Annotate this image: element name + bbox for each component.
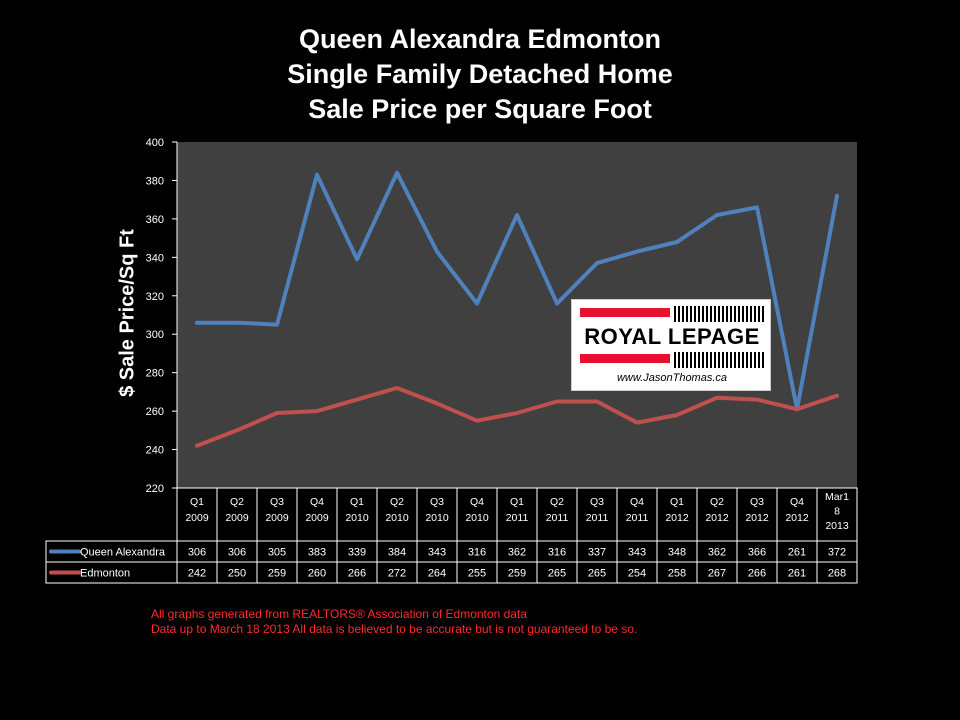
y-tick-label-320: 320 (146, 291, 164, 303)
category-label: 2011 (586, 512, 609, 524)
table-value: 258 (668, 568, 686, 580)
table-value: 266 (748, 568, 766, 580)
table-value: 259 (268, 568, 286, 580)
y-tick-label-220: 220 (146, 483, 164, 495)
table-value: 366 (748, 547, 766, 559)
table-value: 261 (788, 568, 806, 580)
table-value: 337 (588, 547, 606, 559)
logo-stripes-top (674, 306, 764, 322)
table-value: 343 (428, 547, 446, 559)
legend-name-0: Queen Alexandra (80, 547, 166, 559)
table-value: 261 (788, 547, 806, 559)
y-tick-label-360: 360 (146, 214, 164, 226)
category-label: Q2 (230, 496, 244, 508)
category-label: Q1 (510, 496, 524, 508)
table-value: 254 (628, 568, 646, 580)
category-label: 8 (834, 506, 840, 518)
y-tick-label-340: 340 (146, 252, 164, 264)
royal-lepage-logo: ROYAL LEPAGE www.JasonThomas.ca (571, 299, 771, 391)
category-label: 2009 (265, 512, 289, 524)
category-label: Q2 (710, 496, 724, 508)
category-label: Q3 (750, 496, 764, 508)
category-label: 2010 (425, 512, 449, 524)
table-value: 362 (508, 547, 526, 559)
table-value: 372 (828, 547, 846, 559)
category-label: Q1 (670, 496, 684, 508)
legend-name-1: Edmonton (80, 568, 130, 580)
category-label: Q2 (390, 496, 404, 508)
footer-line-2: Data up to March 18 2013 All data is bel… (151, 622, 638, 636)
series-line-1 (195, 386, 839, 448)
table-value: 265 (548, 568, 566, 580)
category-label: Q4 (310, 496, 324, 508)
table-value: 260 (308, 568, 326, 580)
table-value: 259 (508, 568, 526, 580)
category-label: Q2 (550, 496, 564, 508)
table-value: 316 (468, 547, 486, 559)
table-value: 306 (228, 547, 246, 559)
chart-title-line-2: Single Family Detached Home (287, 59, 673, 89)
table-value: 264 (428, 568, 446, 580)
category-label: 2012 (705, 512, 729, 524)
table-value: 343 (628, 547, 646, 559)
category-label: Q3 (270, 496, 284, 508)
y-tick-label-260: 260 (146, 406, 164, 418)
table-value: 268 (828, 568, 846, 580)
category-label: 2011 (546, 512, 569, 524)
table-value: 266 (348, 568, 366, 580)
table-value: 384 (388, 547, 406, 559)
footer-line-1: All graphs generated from REALTORS® Asso… (151, 607, 527, 621)
table-value: 242 (188, 568, 206, 580)
category-label: Mar1 (825, 491, 849, 503)
logo-stripes-bottom (674, 352, 764, 368)
chart-title: Queen Alexandra Edmonton Single Family D… (0, 22, 960, 127)
category-label: 2013 (825, 520, 849, 532)
table-cell (816, 561, 858, 584)
footer-notes: All graphs generated from REALTORS® Asso… (151, 607, 637, 637)
table-value: 255 (468, 568, 486, 580)
logo-red-bar-bottom (580, 354, 670, 363)
table-value: 272 (388, 568, 406, 580)
table-value: 306 (188, 547, 206, 559)
category-label: Q3 (430, 496, 444, 508)
logo-url: www.JasonThomas.ca (616, 372, 728, 384)
y-tick-label-300: 300 (146, 329, 164, 341)
table-value: 265 (588, 568, 606, 580)
chart-title-line-3: Sale Price per Square Foot (308, 94, 652, 124)
chart-title-line-1: Queen Alexandra Edmonton (298, 24, 662, 54)
logo-red-bar-top (580, 308, 670, 317)
category-label: 2012 (745, 512, 769, 524)
table-value: 339 (348, 547, 366, 559)
table-value: 305 (268, 547, 286, 559)
table-value: 348 (668, 547, 686, 559)
table-value: 250 (228, 568, 246, 580)
series-line-0 (195, 170, 839, 412)
category-label: 2012 (785, 512, 809, 524)
category-label: Q1 (190, 496, 204, 508)
category-label: Q4 (790, 496, 804, 508)
category-label: 2010 (345, 512, 369, 524)
category-label: 2011 (506, 512, 529, 524)
category-label: 2010 (465, 512, 489, 524)
table-value: 316 (548, 547, 566, 559)
category-label: 2009 (225, 512, 249, 524)
category-label: Q3 (590, 496, 604, 508)
y-tick-label-380: 380 (146, 175, 164, 187)
table-value: 362 (708, 547, 726, 559)
category-label: 2009 (185, 512, 209, 524)
category-label: 2009 (305, 512, 329, 524)
category-label: Q4 (630, 496, 644, 508)
y-tick-label-400: 400 (146, 137, 164, 149)
table-value: 267 (708, 568, 726, 580)
table-value: 383 (308, 547, 326, 559)
category-label: 2012 (665, 512, 689, 524)
y-tick-label-280: 280 (146, 368, 164, 380)
category-label: Q4 (470, 496, 484, 508)
category-label: 2010 (385, 512, 409, 524)
category-label: Q1 (350, 496, 364, 508)
logo-wordmark: ROYAL LEPAGE (584, 324, 760, 349)
y-tick-label-240: 240 (146, 445, 164, 457)
category-label: 2011 (626, 512, 649, 524)
